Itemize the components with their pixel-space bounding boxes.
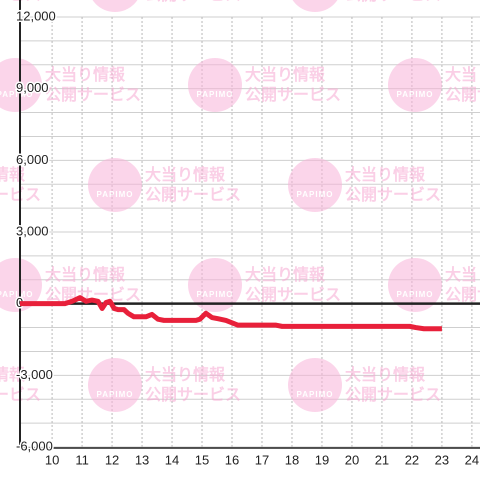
watermark-logo-text: PAPIMO	[97, 390, 134, 399]
x-tick-label: 17	[255, 452, 269, 467]
y-tick-label: -3,000	[16, 367, 53, 382]
x-tick-label: 11	[75, 452, 89, 467]
watermark-logo-text: PAPIMO	[0, 90, 33, 99]
watermark-text: 大当り情報	[245, 265, 326, 284]
watermark-logo	[88, 158, 142, 212]
y-tick-label: 6,000	[16, 152, 49, 167]
x-tick-label: 10	[45, 452, 59, 467]
watermark-logo	[288, 358, 342, 412]
x-tick-label: 24	[465, 452, 479, 467]
watermark-text: 大当り情報	[0, 165, 26, 184]
watermark-text: 公開サービス	[245, 286, 341, 304]
y-tick-label: 12,000	[16, 8, 56, 23]
watermark-logo-text: PAPIMO	[197, 90, 234, 99]
data-line	[20, 295, 442, 332]
x-tick-label: 20	[345, 452, 359, 467]
watermark-logo	[88, 358, 142, 412]
watermark-logo	[188, 258, 242, 312]
watermark-logo-text: PAPIMO	[197, 290, 234, 299]
x-tick-label: 23	[435, 452, 449, 467]
watermark-logo	[292, 0, 338, 12]
watermark-logo	[288, 158, 342, 212]
x-tick-label: 21	[375, 452, 389, 467]
watermark-text: 公開サービス	[345, 186, 441, 204]
x-tick-label: 15	[195, 452, 209, 467]
watermark-text: 公開サービス	[145, 186, 241, 204]
y-tick-label: 3,000	[16, 223, 49, 238]
x-tick-label: 13	[135, 452, 149, 467]
watermark-logo-text: PAPIMO	[397, 290, 434, 299]
x-tick-label: 16	[225, 452, 239, 467]
watermark-text: 大当り情報	[145, 165, 226, 184]
watermark-logo	[388, 58, 442, 112]
watermark-logo	[188, 58, 242, 112]
x-tick-label: 19	[315, 452, 329, 467]
watermark-text: 公開サービス	[345, 0, 441, 4]
watermark-text: 大当り情報	[245, 65, 326, 84]
watermark-text: 大当り情報	[45, 65, 126, 84]
watermark-logo-text: PAPIMO	[0, 290, 33, 299]
watermark-logo-text: PAPIMO	[97, 190, 134, 199]
watermark-text: 大当り情報	[45, 265, 126, 284]
watermark-text: 公開サービス	[445, 286, 480, 304]
watermark-text: 公開サービス	[45, 86, 141, 104]
watermark-text: 公開サービス	[145, 386, 241, 404]
watermark-logo-text: PAPIMO	[397, 90, 434, 99]
watermark-text: 大当り情報	[345, 365, 426, 384]
y-tick-label: -6,000	[16, 438, 53, 453]
watermark-logo	[388, 258, 442, 312]
y-tick-label: 0	[16, 295, 23, 310]
watermark-logo	[92, 0, 138, 12]
x-tick-label: 14	[165, 452, 179, 467]
x-tick-label: 22	[405, 452, 419, 467]
watermark-logo-text: PAPIMO	[297, 390, 334, 399]
watermark-text: 公開サービス	[245, 86, 341, 104]
watermark-text: 公開サービス	[145, 0, 241, 4]
watermark-text: 公開サービス	[445, 86, 480, 104]
watermark-text: 公開サービス	[345, 386, 441, 404]
watermark-text: 大当り情報	[145, 365, 226, 384]
watermark-text: 大当り情報	[445, 65, 480, 84]
x-tick-label: 18	[285, 452, 299, 467]
y-tick-label: 9,000	[16, 80, 49, 95]
watermark-text: 大当り情報	[345, 165, 426, 184]
x-tick-label: 12	[105, 452, 119, 467]
watermark-logo-text: PAPIMO	[297, 190, 334, 199]
watermark-text: 大当り情報	[445, 265, 480, 284]
